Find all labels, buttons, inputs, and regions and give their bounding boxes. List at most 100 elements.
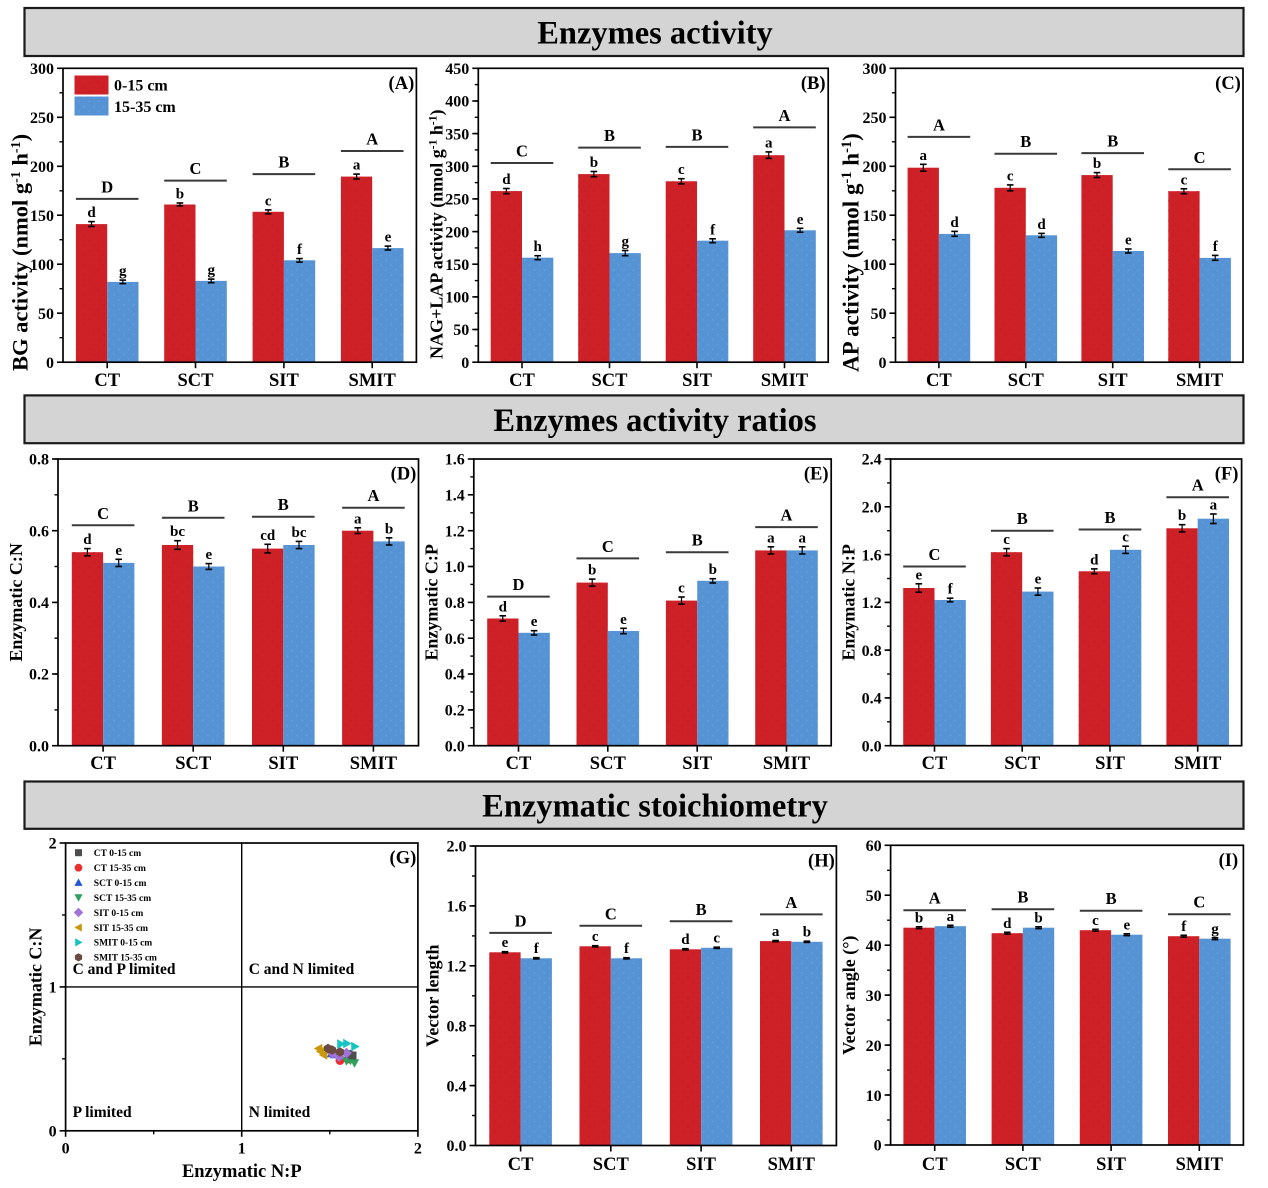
svg-text:350: 350 bbox=[445, 126, 469, 143]
svg-text:200: 200 bbox=[445, 224, 469, 241]
svg-text:d: d bbox=[83, 532, 92, 548]
svg-text:(I): (I) bbox=[1219, 851, 1239, 871]
svg-text:a: a bbox=[772, 924, 780, 940]
svg-text:0: 0 bbox=[879, 355, 887, 372]
svg-text:60: 60 bbox=[866, 838, 882, 855]
svg-text:100: 100 bbox=[863, 257, 887, 274]
svg-text:CT: CT bbox=[506, 754, 532, 774]
svg-text:P limited: P limited bbox=[73, 1104, 132, 1121]
svg-text:C: C bbox=[602, 537, 614, 556]
svg-text:AP activity (nmol g-1 h-1): AP activity (nmol g-1 h-1) bbox=[839, 133, 864, 372]
svg-text:A: A bbox=[779, 106, 791, 125]
svg-text:e: e bbox=[797, 212, 804, 228]
svg-text:C: C bbox=[97, 504, 109, 523]
svg-text:150: 150 bbox=[863, 208, 887, 225]
svg-text:Enzymatic C:N: Enzymatic C:N bbox=[25, 928, 45, 1046]
svg-text:CT 0-15 cm: CT 0-15 cm bbox=[94, 849, 141, 859]
svg-text:0.4: 0.4 bbox=[447, 1078, 467, 1095]
svg-text:c: c bbox=[1092, 913, 1099, 929]
svg-text:0.4: 0.4 bbox=[445, 667, 465, 684]
svg-text:200: 200 bbox=[863, 159, 887, 176]
svg-text:SMIT: SMIT bbox=[1176, 371, 1224, 391]
svg-text:BG activity (nmol g-1 h-1): BG activity (nmol g-1 h-1) bbox=[8, 134, 33, 371]
svg-text:C: C bbox=[190, 159, 202, 178]
svg-text:b: b bbox=[588, 563, 596, 579]
svg-text:0.8: 0.8 bbox=[862, 643, 882, 660]
svg-text:A: A bbox=[929, 889, 941, 908]
svg-text:SMIT 15-35 cm: SMIT 15-35 cm bbox=[94, 954, 157, 964]
svg-text:2: 2 bbox=[49, 836, 57, 853]
svg-text:a: a bbox=[767, 530, 775, 546]
svg-text:0: 0 bbox=[461, 355, 469, 372]
svg-text:SIT: SIT bbox=[1098, 371, 1128, 391]
svg-text:e: e bbox=[502, 935, 509, 951]
svg-text:200: 200 bbox=[30, 159, 54, 176]
svg-text:B: B bbox=[604, 126, 615, 145]
svg-text:f: f bbox=[624, 941, 630, 957]
svg-text:SCT: SCT bbox=[590, 754, 627, 774]
svg-text:A: A bbox=[785, 893, 797, 912]
svg-text:0: 0 bbox=[46, 355, 54, 372]
svg-text:SCT: SCT bbox=[593, 1155, 630, 1175]
svg-text:b: b bbox=[803, 925, 811, 941]
svg-text:c: c bbox=[1003, 532, 1010, 548]
svg-text:10: 10 bbox=[866, 1088, 882, 1105]
svg-text:1.4: 1.4 bbox=[445, 488, 465, 505]
svg-text:B: B bbox=[692, 531, 703, 550]
svg-text:SMIT: SMIT bbox=[768, 1155, 816, 1175]
svg-text:a: a bbox=[947, 909, 955, 925]
svg-text:Enzymes activity: Enzymes activity bbox=[537, 16, 773, 52]
svg-text:SMIT: SMIT bbox=[763, 754, 811, 774]
svg-text:e: e bbox=[915, 567, 922, 583]
svg-text:A: A bbox=[1192, 476, 1204, 495]
svg-text:b: b bbox=[1178, 508, 1186, 524]
svg-text:a: a bbox=[353, 158, 361, 174]
svg-text:(C): (C) bbox=[1215, 74, 1241, 94]
svg-text:B: B bbox=[691, 125, 702, 144]
svg-text:0.2: 0.2 bbox=[445, 703, 465, 720]
svg-text:1: 1 bbox=[49, 980, 57, 997]
svg-text:b: b bbox=[1034, 910, 1042, 926]
svg-text:c: c bbox=[713, 931, 720, 947]
svg-text:0.8: 0.8 bbox=[29, 452, 49, 469]
svg-text:b: b bbox=[1093, 156, 1101, 172]
svg-text:d: d bbox=[950, 215, 959, 231]
svg-text:C: C bbox=[1193, 893, 1205, 912]
svg-text:f: f bbox=[534, 941, 540, 957]
svg-text:d: d bbox=[681, 932, 690, 948]
svg-text:300: 300 bbox=[30, 61, 54, 78]
svg-text:(F): (F) bbox=[1215, 465, 1239, 485]
svg-text:400: 400 bbox=[445, 94, 469, 111]
svg-text:g: g bbox=[1211, 921, 1219, 937]
svg-text:c: c bbox=[1007, 168, 1014, 184]
svg-text:c: c bbox=[1122, 530, 1129, 546]
svg-text:f: f bbox=[710, 222, 716, 238]
svg-text:B: B bbox=[696, 900, 707, 919]
svg-text:SIT: SIT bbox=[686, 1155, 716, 1175]
svg-text:50: 50 bbox=[866, 888, 882, 905]
svg-text:(A): (A) bbox=[389, 74, 415, 94]
svg-text:0: 0 bbox=[49, 1124, 57, 1141]
svg-text:f: f bbox=[948, 582, 954, 598]
svg-text:SIT 15-35 cm: SIT 15-35 cm bbox=[94, 924, 148, 934]
svg-text:(G): (G) bbox=[390, 849, 417, 869]
svg-text:NAG+LAP activity (nmol g-1 h-1: NAG+LAP activity (nmol g-1 h-1) bbox=[427, 110, 448, 359]
svg-text:(B): (B) bbox=[801, 74, 826, 94]
svg-text:C: C bbox=[929, 545, 941, 564]
svg-text:0.0: 0.0 bbox=[445, 738, 465, 755]
svg-text:15-35 cm: 15-35 cm bbox=[114, 99, 176, 116]
svg-text:CT: CT bbox=[509, 371, 535, 391]
svg-text:B: B bbox=[278, 495, 289, 514]
svg-text:N limited: N limited bbox=[249, 1104, 311, 1121]
svg-text:Enzymatic N:P: Enzymatic N:P bbox=[839, 544, 859, 660]
svg-text:A: A bbox=[781, 506, 793, 525]
svg-text:SMIT 0-15 cm: SMIT 0-15 cm bbox=[94, 939, 152, 949]
svg-text:B: B bbox=[1104, 508, 1115, 527]
svg-text:CT: CT bbox=[508, 1155, 534, 1175]
svg-text:c: c bbox=[678, 162, 685, 178]
svg-text:Vector length: Vector length bbox=[423, 945, 443, 1048]
svg-text:2.4: 2.4 bbox=[862, 452, 882, 469]
svg-text:B: B bbox=[188, 496, 199, 515]
svg-text:1.2: 1.2 bbox=[445, 523, 465, 540]
svg-text:B: B bbox=[278, 153, 289, 172]
